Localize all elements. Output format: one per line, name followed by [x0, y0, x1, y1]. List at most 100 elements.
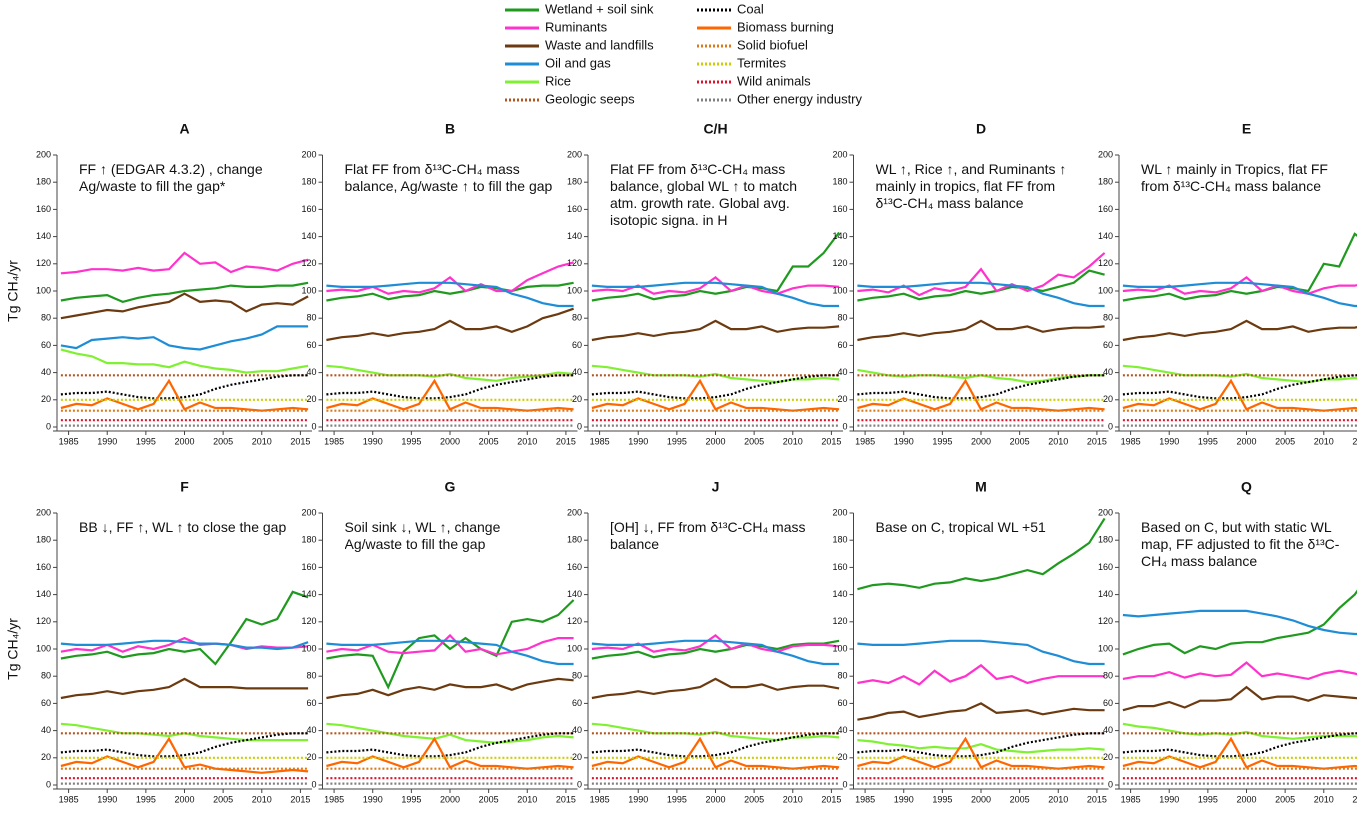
- annotation: Based on C, but with static WL map, FF a…: [1141, 519, 1340, 569]
- x-tick-label: 1985: [1121, 794, 1141, 804]
- y-tick-label: 200: [301, 149, 316, 159]
- y-axis-title: Tg CH₄/yr: [5, 618, 21, 680]
- legend-label: Wetland + soil sink: [545, 1, 654, 16]
- y-tick-label: 20: [837, 752, 847, 762]
- series-line: [1122, 378, 1357, 412]
- y-tick-label: 20: [41, 394, 51, 404]
- x-tick-label: 2005: [213, 436, 233, 446]
- series-line: [326, 722, 574, 744]
- y-tick-label: 140: [832, 589, 847, 599]
- x-tick-label: 1985: [855, 436, 875, 446]
- y-tick-label: 20: [572, 752, 582, 762]
- x-tick-label: 2015: [821, 794, 841, 804]
- legend-label: Ruminants: [545, 19, 608, 34]
- series-line: [326, 736, 574, 770]
- x-tick-label: 1985: [59, 436, 79, 446]
- series-line: [1122, 319, 1357, 342]
- y-tick-label: 0: [577, 779, 582, 789]
- x-tick-label: 1990: [97, 436, 117, 446]
- y-tick-label: 40: [1103, 367, 1113, 377]
- y-tick-label: 40: [572, 725, 582, 735]
- x-tick-label: 1995: [932, 794, 952, 804]
- series-line: [591, 639, 840, 660]
- y-tick-label: 60: [306, 340, 316, 350]
- series-line: [857, 732, 1105, 758]
- x-tick-label: 1985: [590, 436, 610, 446]
- y-tick-label: 0: [842, 779, 847, 789]
- y-tick-label: 120: [567, 616, 582, 626]
- x-tick-label: 2015: [290, 794, 310, 804]
- y-tick-label: 140: [36, 589, 51, 599]
- series-line: [326, 633, 574, 656]
- x-tick-label: 2000: [971, 436, 991, 446]
- y-tick-label: 40: [1103, 725, 1113, 735]
- y-tick-label: 80: [41, 671, 51, 681]
- series-line: [591, 276, 840, 295]
- y-tick-label: 60: [572, 698, 582, 708]
- panel-title: M: [975, 479, 987, 495]
- y-tick-label: 160: [36, 562, 51, 572]
- y-tick-label: 160: [36, 204, 51, 214]
- panel-title: F: [180, 479, 189, 495]
- series-line: [857, 269, 1105, 302]
- series-line: [591, 736, 840, 770]
- series-line: [326, 307, 574, 342]
- y-tick-label: 160: [301, 562, 316, 572]
- y-tick-label: 180: [832, 177, 847, 187]
- y-tick-label: 20: [1103, 394, 1113, 404]
- annotation-box: Flat FF from δ¹³C-CH₄ mass balance, Ag/w…: [345, 161, 553, 194]
- y-tick-label: 200: [567, 149, 582, 159]
- series-line: [326, 677, 574, 700]
- series-line: [326, 732, 574, 758]
- series-line: [60, 325, 309, 351]
- annotation: WL ↑ mainly in Tropics, flat FF from δ¹³…: [1141, 161, 1328, 194]
- x-tick-label: 1995: [136, 794, 156, 804]
- x-tick-label: 2015: [556, 794, 576, 804]
- series-line: [591, 732, 840, 758]
- series-line: [1122, 276, 1357, 295]
- y-tick-label: 80: [572, 671, 582, 681]
- annotation-box: [OH] ↓, FF from δ¹³C-CH₄ mass balance: [610, 519, 806, 552]
- series-line: [60, 374, 309, 400]
- x-tick-label: 2005: [1275, 794, 1295, 804]
- annotation: Soil sink ↓, WL ↑, change Ag/waste to fi…: [344, 519, 501, 552]
- series-line: [1122, 736, 1357, 770]
- annotation-box: Soil sink ↓, WL ↑, change Ag/waste to fi…: [344, 519, 501, 552]
- x-tick-label: 2015: [821, 436, 841, 446]
- y-tick-label: 80: [306, 313, 316, 323]
- y-tick-label: 160: [1098, 204, 1113, 214]
- panel-title: E: [1242, 121, 1251, 137]
- y-tick-label: 120: [832, 258, 847, 268]
- series-line: [1122, 609, 1357, 636]
- x-tick-label: 2000: [971, 794, 991, 804]
- y-tick-label: 140: [1098, 231, 1113, 241]
- series-line: [1122, 281, 1357, 308]
- legend-label: Wild animals: [737, 73, 811, 88]
- annotation: [OH] ↓, FF from δ¹³C-CH₄ mass balance: [610, 519, 806, 552]
- y-tick-label: 120: [36, 616, 51, 626]
- y-tick-label: 140: [301, 231, 316, 241]
- series-line: [60, 378, 309, 412]
- series-line: [60, 636, 309, 653]
- series-line: [591, 677, 840, 700]
- y-tick-label: 160: [832, 204, 847, 214]
- y-tick-label: 0: [577, 421, 582, 431]
- x-tick-label: 1985: [590, 794, 610, 804]
- series-line: [591, 231, 840, 302]
- series-line: [857, 281, 1105, 308]
- y-tick-label: 200: [832, 149, 847, 159]
- series-line: [591, 281, 840, 308]
- y-tick-label: 160: [1098, 562, 1113, 572]
- y-tick-label: 60: [837, 698, 847, 708]
- y-tick-label: 180: [36, 177, 51, 187]
- series-line: [326, 364, 574, 382]
- y-tick-label: 60: [572, 340, 582, 350]
- legend-label: Geologic seeps: [545, 91, 635, 106]
- y-tick-label: 200: [36, 507, 51, 517]
- x-tick-label: 1990: [363, 794, 383, 804]
- annotation-box: FF ↑ (EDGAR 4.3.2) , change Ag/waste to …: [79, 161, 263, 194]
- panel-title: G: [445, 479, 456, 495]
- y-tick-label: 100: [301, 643, 316, 653]
- y-tick-label: 60: [41, 340, 51, 350]
